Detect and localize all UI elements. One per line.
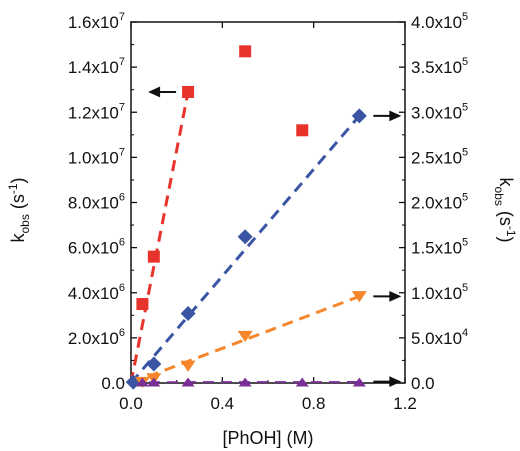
x-tick-label: 0.4 <box>211 394 235 413</box>
data-point-series-4 <box>352 377 366 387</box>
x-tick-label: 1.2 <box>393 394 417 413</box>
left-y-tick-label: 8.0x106 <box>68 192 125 213</box>
right-y-tick-label: 5.0x104 <box>411 327 468 348</box>
x-axis-ticks: 0.0 0.4 0.8 1.2 <box>119 22 417 413</box>
right-y-axis-ticks: 0.0 5.0x104 1.0x105 1.5x105 2.0x105 2.5x105 3.… <box>399 11 468 393</box>
left-y-axis-ticks: 0.0 2.0x106 4.0x106 6.0x106 8.0x106 1.0x107 1.… <box>68 11 137 393</box>
left-y-tick-label: 1.6x107 <box>68 11 125 32</box>
fit-line-series-2 <box>131 114 361 383</box>
x-axis-title: [PhOH] (M) <box>222 428 313 448</box>
right-y-tick-label: 2.5x105 <box>411 146 468 167</box>
data-points <box>125 45 367 390</box>
data-point-series-2 <box>237 229 253 245</box>
right-y-tick-label: 2.0x105 <box>411 192 468 213</box>
arrow-right <box>373 110 402 122</box>
right-y-tick-label: 3.0x105 <box>411 101 468 122</box>
left-y-axis-title: kobs (s-1) <box>6 177 32 242</box>
right-y-tick-label: 1.5x105 <box>411 237 468 258</box>
data-point-series-3 <box>237 330 253 343</box>
left-y-tick-label: 4.0x106 <box>68 282 125 303</box>
data-point-series-1 <box>147 250 160 263</box>
arrow-right <box>373 290 402 302</box>
left-y-tick-label: 2.0x106 <box>68 327 125 348</box>
right-y-tick-label: 4.0x105 <box>411 11 468 32</box>
data-point-series-4 <box>181 377 195 387</box>
plot-frame <box>130 21 406 384</box>
data-point-series-2 <box>146 356 162 372</box>
data-point-series-1 <box>239 45 252 58</box>
data-point-series-2 <box>180 306 196 322</box>
arrow-left <box>148 86 177 98</box>
data-point-series-4 <box>135 377 149 387</box>
x-tick-label: 0.8 <box>302 394 326 413</box>
axis-arrows <box>148 86 402 388</box>
data-point-series-4 <box>238 377 252 387</box>
data-point-series-4 <box>147 377 161 387</box>
left-y-tick-label: 1.4x107 <box>68 56 125 77</box>
fit-line-series-1 <box>131 91 190 383</box>
right-y-axis-title: kobs (s-1) <box>492 177 518 242</box>
data-point-series-2 <box>351 108 367 124</box>
right-y-tick-label: 0.0 <box>411 374 435 393</box>
data-point-series-3 <box>180 360 196 372</box>
right-y-tick-label: 3.5x105 <box>411 56 468 77</box>
left-y-tick-label: 1.0x107 <box>68 146 125 167</box>
arrow-right <box>373 376 402 388</box>
data-point-series-3 <box>351 291 367 303</box>
data-point-series-1 <box>136 298 149 311</box>
data-point-series-1 <box>182 85 195 98</box>
fit-line-series-3 <box>131 294 360 383</box>
left-y-tick-label: 6.0x106 <box>68 237 125 258</box>
left-y-tick-label: 1.2x107 <box>68 101 125 122</box>
left-y-tick-label: 0.0 <box>101 374 125 393</box>
right-y-tick-label: 1.0x105 <box>411 282 468 303</box>
plot-border <box>130 21 406 384</box>
x-tick-label: 0.0 <box>119 394 143 413</box>
data-point-series-4 <box>295 377 309 387</box>
data-point-series-1 <box>296 124 309 137</box>
